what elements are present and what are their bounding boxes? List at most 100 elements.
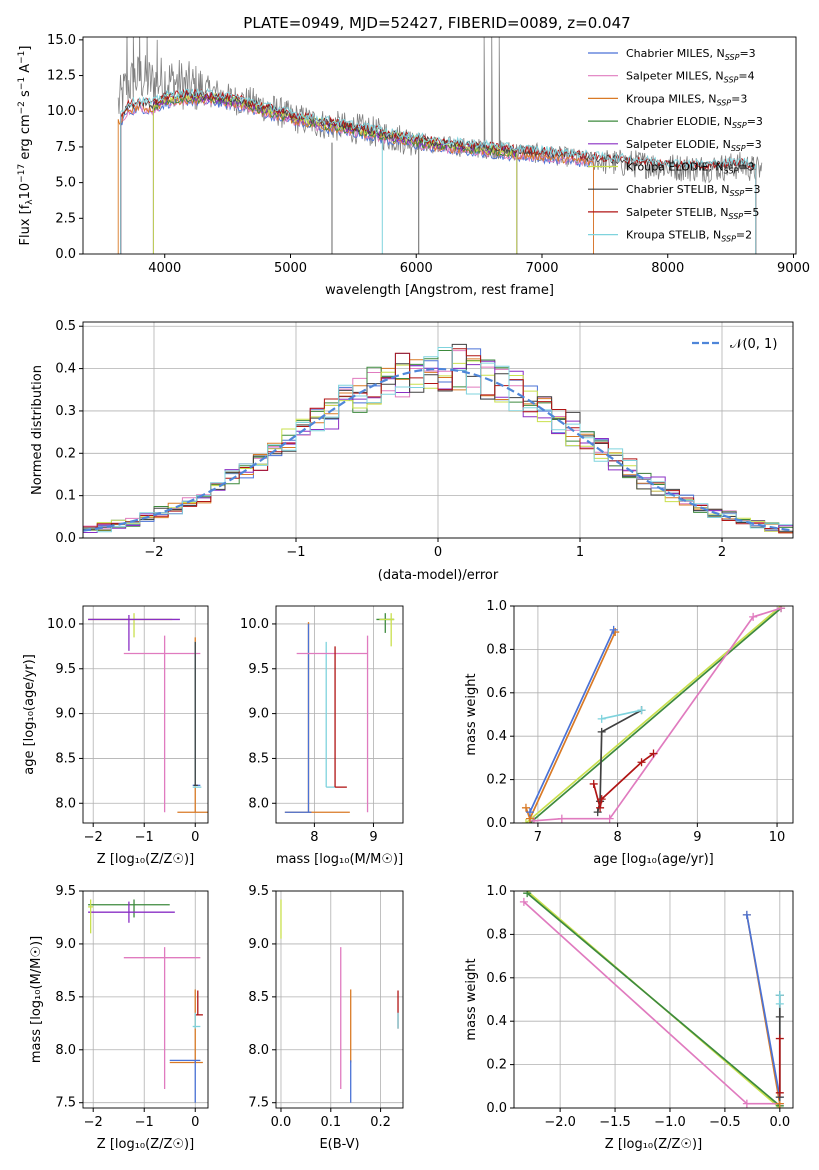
mass-vs-ebv-panel: 0.0 0.1 0.2 7.5 8.0 8.5 9.0 9.5 E(B-V) [248,884,404,1152]
spectrum-ytick-label-2: 5.0 [55,176,76,191]
model-spectrum-kroupa-stelib [120,87,757,254]
residuals-panel: −2 −1 0 1 2 0.0 0.1 0.2 0.3 0.4 0.5 (data-model)/er… [30,319,794,583]
age_vs_Z-point-chabrier-stelib [193,641,198,786]
spectrum-frame [82,36,797,255]
weight_vs_age-line-salpeter-stelib [589,749,658,812]
spectrum-ytick-label-1: 2.5 [55,211,76,226]
mass_vs_Z-point-salpeter-miles [123,947,201,1089]
weight_vs_age-polyline-kroupa-elodie [525,606,782,823]
legend-label-kroupa-elodie: Kroupa ELODIE, NSSP=3 [626,161,755,176]
weight_vs_age-ytick-label-5: 1.0 [486,599,507,614]
age_vs_mass-plot-area [284,613,395,813]
weight_vs_age-marker-chabrier-miles-0 [525,808,534,817]
weight_vs_Z-ytick-label-3: 0.6 [486,971,507,986]
mass_vs_ebv-ytick-label-2: 8.5 [248,990,269,1005]
weight_vs_age-xtick-label-2: 9 [693,830,701,845]
age_vs_mass-point-kroupa-elodie [379,613,395,647]
weight_vs_age-marker-salpeter-stelib-0 [589,779,598,788]
mass_vs_Z-point-salpeter-stelib [195,990,203,1016]
spectrum-xtick-label-2: 6000 [400,261,433,276]
residuals-ytick-label-4: 0.4 [55,362,76,377]
residuals-ylabel: Normed distribution [30,365,45,495]
weight_vs_age-xtick-label-1: 8 [613,830,621,845]
weight_vs_age-ytick-label-0: 0.0 [486,816,507,831]
weight_vs_age-marker-chabrier-stelib-2 [597,727,606,736]
age_vs_mass-point-salpeter-miles [296,635,369,813]
weight-vs-metallicity-panel: −2.0 −1.5 −1.0 −0.5 0.0 0.0 0.2 0.4 0.6 0.8 1.0 Z [… [464,884,794,1152]
age_vs_Z-ytick-label-4: 10.0 [47,617,76,632]
mass_vs_Z-ytick-label-0: 7.5 [55,1096,76,1111]
weight_vs_age-marker-chabrier-miles-1 [609,625,618,634]
weight_vs_Z-ytick-label-2: 0.4 [486,1014,507,1029]
mass_vs_Z-ytick-label-4: 9.5 [55,884,76,899]
mass_vs_ebv-plot-area [280,899,399,1103]
weight_vs_Z-marker-salpeter-miles-0 [519,897,528,906]
weight_vs_age-marker-salpeter-stelib-3 [637,758,646,767]
mass_vs_ebv-ytick-label-4: 9.5 [248,884,269,899]
residuals-ytick-label-0: 0.0 [55,531,76,546]
age_vs_Z-ytick-label-3: 9.5 [55,662,76,677]
mass_vs_Z-ytick-label-3: 9.0 [55,937,76,952]
weight_vs_Z-marker-kroupa-stelib-1 [775,991,784,1000]
age_vs_Z-xtick-label-1: −1 [135,830,154,845]
age_vs_mass-point-kroupa-stelib [325,641,336,788]
residuals-ytick-label-5: 0.5 [55,319,76,334]
weight_vs_age-marker-kroupa-elodie-0 [521,819,530,823]
weight_vs_age-ytick-label-2: 0.4 [486,729,507,744]
weight_vs_Z-xtick-label-3: −0.5 [709,1115,741,1130]
age_vs_mass-xtick-label-1: 9 [369,830,377,845]
mass_vs_Z-xtick-label-2: 0 [191,1115,199,1130]
age_vs_Z-xlabel: Z [log₁₀(Z/Z☉)] [97,852,194,867]
age_vs_mass-ytick-label-1: 8.5 [248,751,269,766]
weight_vs_Z-line-kroupa-stelib [775,991,784,1008]
weight_vs_Z-marker-salpeter-stelib-0 [775,1088,784,1097]
age_vs_mass-frame [275,605,404,824]
weight_vs_age-ytick-label-1: 0.2 [486,773,507,788]
residuals-xtick-label-1: −1 [286,545,305,560]
weight_vs_age-ylabel: mass weight [464,673,479,755]
mass_vs_Z-xlabel: Z [log₁₀(Z/Z☉)] [97,1137,194,1152]
mass_vs_Z-xtick-label-0: −2 [84,1115,103,1130]
age_vs_Z-frame [82,605,209,824]
legend-label-chabrier-elodie: Chabrier ELODIE, NSSP=3 [626,115,763,130]
age_vs_mass-xtick-label-0: 8 [310,830,318,845]
weight_vs_Z-xtick-label-1: −1.5 [599,1115,631,1130]
mass_vs_ebv-xlabel: E(B-V) [319,1137,359,1152]
weight_vs_Z-marker-chabrier-miles-0 [742,910,751,919]
spectrum-plot-area [117,37,763,254]
mass_vs_ebv-ytick-label-0: 7.5 [248,1096,269,1111]
age_vs_Z-plot-area [88,613,208,813]
mass_vs_Z-point-kroupa-elodie [88,899,94,934]
weight_vs_age-plot-area [521,606,786,823]
weight_vs_age-line-chabrier-miles [525,625,618,817]
weight_vs_Z-marker-chabrier-stelib-1 [775,1012,784,1021]
weight_vs_Z-ytick-label-5: 1.0 [486,884,507,899]
legend-label-kroupa-stelib: Kroupa STELIB, NSSP=2 [626,229,752,244]
residuals-legend-label: 𝒩(0, 1) [730,337,777,352]
age_vs_Z-ytick-label-2: 9.0 [55,707,76,722]
mass-vs-metallicity-panel: −2 −1 0 7.5 8.0 8.5 9.0 9.5 Z [log₁₀(Z/Z☉)] mass … [29,884,209,1152]
weight_vs_Z-xlabel: Z [log₁₀(Z/Z☉)] [605,1137,702,1152]
weight_vs_age-marker-kroupa-miles-0 [521,803,530,812]
weight_vs_Z-marker-chabrier-elodie-0 [523,891,532,898]
spectrum-ytick-label-3: 7.5 [55,140,76,155]
weight_vs_age-marker-salpeter-stelib-2 [597,795,606,804]
spectrum-legend: Chabrier MILES, NSSP=3 Salpeter MILES, NS… [588,47,763,244]
legend-label-chabrier-stelib: Chabrier STELIB, NSSP=3 [626,183,760,198]
spectrum-ytick-label-0: 0.0 [55,247,76,262]
weight_vs_age-marker-salpeter-miles-1 [557,814,566,823]
age_vs_mass-point-salpeter-stelib [334,646,347,788]
residuals-ytick-label-2: 0.2 [55,446,76,461]
weight_vs_Z-frame [513,890,794,1109]
weight_vs_Z-xtick-label-0: −2.0 [544,1115,576,1130]
spectrum-panel: 4000 5000 6000 7000 8000 9000 0.0 2.5 5.0 7.5 10.0… [17,33,810,298]
mass_vs_ebv-xtick-label-2: 0.2 [370,1115,391,1130]
age_vs_Z-xtick-label-0: −2 [84,830,103,845]
weight_vs_Z-ytick-label-0: 0.0 [486,1101,507,1116]
spectrum-xtick-label-4: 8000 [651,261,684,276]
spectrum-xtick-label-3: 7000 [525,261,558,276]
weight_vs_age-polyline-chabrier-miles [529,629,615,813]
weight_vs_Z-marker-salpeter-miles-1 [742,1099,751,1108]
age_vs_mass-ytick-label-4: 10.0 [240,617,269,632]
figure-title: PLATE=0949, MJD=52427, FIBERID=0089, z=0… [243,14,630,32]
